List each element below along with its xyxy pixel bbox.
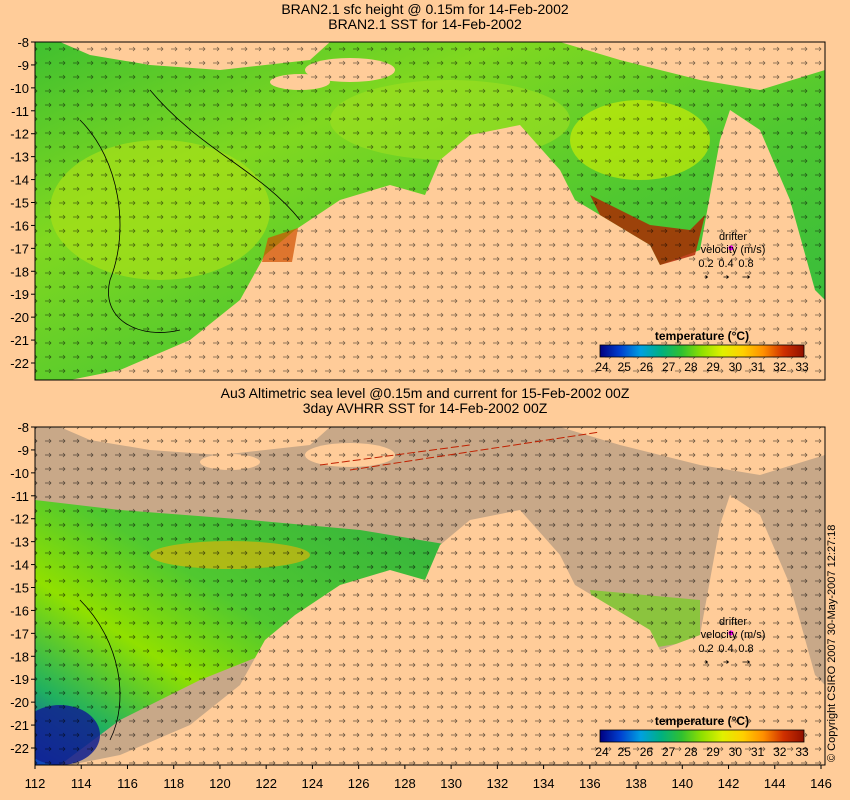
velocity-arrow	[723, 660, 730, 664]
lat-tick-label: -18	[10, 264, 29, 279]
lon-tick-label: 124	[302, 776, 324, 791]
lon-tick-label: 136	[579, 776, 601, 791]
lat-tick-label: -20	[10, 695, 29, 710]
lat-tick-label: -19	[10, 672, 29, 687]
colorbar-title: temperature (°C)	[655, 329, 749, 343]
colorbar-tick-label: 27	[662, 745, 676, 759]
lat-tick-label: -20	[10, 310, 29, 325]
velocity-arrow	[704, 275, 709, 279]
bottom-map	[35, 427, 825, 765]
lon-tick-label: 122	[255, 776, 277, 791]
colorbar-tick-label: 25	[618, 745, 632, 759]
colorbar-tick-label: 27	[662, 360, 676, 374]
lat-tick-label: -17	[10, 241, 29, 256]
velocity-arrow	[704, 660, 709, 664]
velocity-value: 0.8	[738, 258, 753, 270]
colorbar-tick-label: 24	[595, 360, 609, 374]
lat-tick-label: -22	[10, 741, 29, 756]
drifter-label: drifter	[719, 616, 747, 628]
colorbar-tick-label: 28	[684, 745, 698, 759]
lat-tick-label: -11	[11, 104, 29, 119]
lon-tick-label: 112	[25, 776, 46, 791]
lat-tick-label: -9	[17, 58, 29, 73]
lat-tick-label: -13	[10, 150, 29, 165]
colorbar-tick-label: 30	[729, 745, 743, 759]
drifter-marker	[728, 245, 734, 251]
lon-tick-label: 144	[764, 776, 786, 791]
drifter-label: drifter	[719, 231, 747, 243]
colorbar	[599, 729, 805, 743]
lon-tick-label: 114	[71, 776, 92, 791]
lat-tick-label: -9	[17, 443, 29, 458]
colorbar-title: temperature (°C)	[655, 714, 749, 728]
colorbar-tick-label: 32	[773, 360, 787, 374]
lon-tick-label: 116	[117, 776, 138, 791]
lat-tick-label: -11	[11, 489, 29, 504]
colorbar-tick-label: 28	[684, 360, 698, 374]
colorbar-tick-label: 33	[795, 745, 809, 759]
lat-tick-label: -18	[10, 649, 29, 664]
velocity-value: 0.4	[718, 258, 733, 270]
colorbar-tick-label: 26	[640, 360, 654, 374]
lon-tick-label: 118	[163, 776, 184, 791]
velocity-label: velocity (m/s)	[701, 629, 766, 641]
colorbar-tick-label: 25	[618, 360, 632, 374]
velocity-value: 0.4	[718, 643, 733, 655]
colorbar-tick-label: 24	[595, 745, 609, 759]
lat-tick-label: -10	[10, 81, 29, 96]
lat-tick-label: -8	[17, 420, 29, 435]
copyright-notice: © Copyright CSIRO 2007 30-May-2007 12:27…	[826, 524, 838, 762]
lat-tick-label: -16	[10, 218, 29, 233]
lat-tick-label: -15	[10, 581, 29, 596]
velocity-label: velocity (m/s)	[701, 244, 766, 256]
lon-tick-label: 128	[394, 776, 416, 791]
velocity-value: 0.2	[698, 258, 713, 270]
colorbar-tick-label: 32	[773, 745, 787, 759]
lon-tick-label: 134	[533, 776, 555, 791]
lon-tick-label: 138	[625, 776, 647, 791]
lon-tick-label: 130	[440, 776, 462, 791]
lat-tick-label: -8	[17, 35, 29, 50]
lat-tick-label: -19	[10, 287, 29, 302]
colorbar	[599, 344, 805, 358]
lat-tick-label: -17	[10, 626, 29, 641]
lat-tick-label: -22	[10, 356, 29, 371]
velocity-value: 0.2	[698, 643, 713, 655]
colorbar-tick-label: 33	[795, 360, 809, 374]
colorbar-tick-label: 31	[751, 360, 765, 374]
lat-tick-label: -14	[10, 558, 29, 573]
lat-tick-label: -16	[10, 603, 29, 618]
lat-tick-label: -12	[10, 127, 29, 142]
top-map	[35, 42, 825, 380]
lon-tick-label: 146	[810, 776, 832, 791]
lon-tick-label: 142	[718, 776, 740, 791]
velocity-arrow	[742, 660, 751, 664]
lon-tick-label: 120	[209, 776, 231, 791]
bottom-panel-subtitle: 3day AVHRR SST for 14-Feb-2002 00Z	[302, 400, 548, 416]
lat-tick-label: -10	[10, 466, 29, 481]
colorbar-tick-label: 30	[729, 360, 743, 374]
velocity-arrow	[723, 275, 730, 279]
velocity-value: 0.8	[738, 643, 753, 655]
colorbar-tick-label: 29	[706, 360, 720, 374]
top-panel-subtitle: BRAN2.1 SST for 14-Feb-2002	[328, 16, 522, 32]
lat-tick-label: -15	[10, 196, 29, 211]
colorbar-tick-label: 26	[640, 745, 654, 759]
lon-tick-label: 132	[487, 776, 509, 791]
drifter-marker	[728, 630, 734, 636]
lat-tick-label: -21	[10, 333, 29, 348]
colorbar-tick-label: 31	[751, 745, 765, 759]
velocity-arrow	[742, 275, 751, 279]
bottom-panel-title: Au3 Altimetric sea level @0.15m and curr…	[220, 385, 630, 401]
top-panel-title: BRAN2.1 sfc height @ 0.15m for 14-Feb-20…	[281, 1, 569, 17]
lat-tick-label: -13	[10, 535, 29, 550]
lat-tick-label: -21	[10, 718, 29, 733]
lat-tick-label: -12	[10, 512, 29, 527]
lon-tick-label: 126	[348, 776, 370, 791]
colorbar-tick-label: 29	[706, 745, 720, 759]
lon-tick-label: 140	[671, 776, 693, 791]
lat-tick-label: -14	[10, 173, 29, 188]
